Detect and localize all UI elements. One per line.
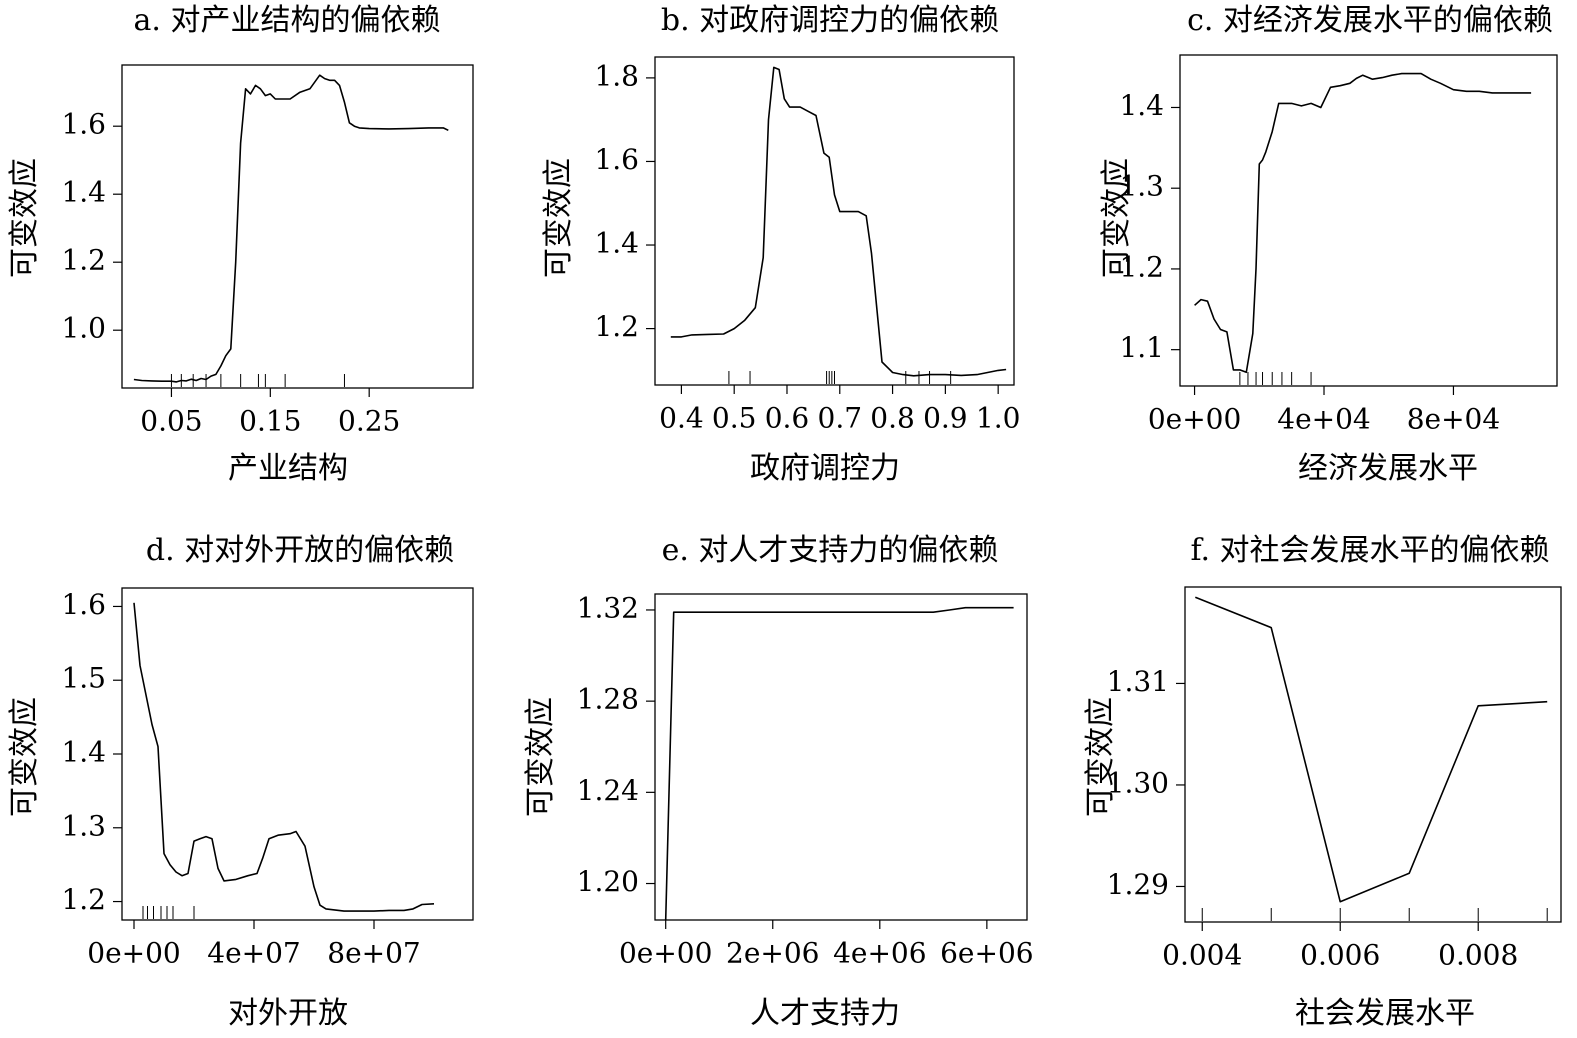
panel-c-y-tick-label: 1.2 [1119, 250, 1164, 283]
panel-a-series-line [133, 74, 449, 383]
panel-e-title: e. 对人才支持力的偏依赖 [662, 533, 999, 568]
panel-e-y-axis-label: 可变效应 [523, 697, 558, 817]
panel-c-title: c. 对经济发展水平的偏依赖 [1187, 3, 1553, 38]
panel-f-x-axis-label: 社会发展水平 [1295, 996, 1475, 1031]
panel-b-y-tick-label: 1.2 [594, 310, 639, 343]
panel-e-y-tick-label: 1.28 [577, 683, 639, 716]
panel-a-y-tick-label: 1.2 [61, 244, 106, 277]
panel-b-x-tick-label: 0.7 [818, 402, 863, 435]
panel-a-y-axis-label: 可变效应 [7, 158, 42, 278]
panel-e-frame [654, 593, 1028, 921]
panel-a-x-tick-label: 0.05 [140, 405, 202, 438]
panel-e-series-line [664, 606, 1014, 921]
panel-b-y-tick-label: 1.8 [594, 59, 639, 92]
panel-a-frame [121, 64, 474, 389]
panel-b-y-axis-label: 可变效应 [541, 158, 576, 278]
panel-b-y-tick-label: 1.4 [594, 227, 639, 260]
panel-b-x-tick-label: 0.6 [765, 402, 810, 435]
panel-e-y-tick-label: 1.20 [577, 865, 639, 898]
panel-d-y-tick-label: 1.6 [61, 588, 106, 621]
panel-f-y-tick-label: 1.30 [1107, 766, 1169, 799]
panel-a-y-tick-label: 1.6 [61, 108, 106, 141]
panel-c-x-tick-label: 8e+04 [1407, 403, 1500, 436]
panel-e-y-tick-label: 1.32 [577, 591, 639, 624]
panel-e-x-tick-label: 6e+06 [940, 937, 1033, 970]
panel-b-x-tick-label: 0.5 [712, 402, 757, 435]
panel-d-title: d. 对对外开放的偏依赖 [146, 533, 454, 568]
panel-b-series-line [670, 66, 1007, 377]
panel-e-x-tick-label: 0e+00 [619, 937, 712, 970]
panel-f-y-axis-label: 可变效应 [1083, 697, 1118, 817]
panel-f-y-tick-label: 1.31 [1107, 665, 1169, 698]
panel-a-title: a. 对产业结构的偏依赖 [134, 3, 441, 38]
panel-c-x-tick-label: 4e+04 [1277, 403, 1370, 436]
panel-a-y-tick-label: 1.4 [61, 176, 106, 209]
panel-b-x-tick-label: 1.0 [976, 402, 1021, 435]
panel-b-x-tick-label: 0.9 [923, 402, 968, 435]
panel-b-x-tick-label: 0.8 [870, 402, 915, 435]
panel-f-title: f. 对社会发展水平的偏依赖 [1190, 533, 1549, 568]
panel-f-frame [1184, 586, 1562, 923]
panel-d-x-axis-label: 对外开放 [228, 996, 348, 1031]
panel-b-frame [654, 56, 1015, 386]
panel-b-title: b. 对政府调控力的偏依赖 [661, 3, 999, 38]
panel-e-x-axis-label: 人才支持力 [750, 996, 900, 1031]
panel-b-x-axis-label: 政府调控力 [750, 451, 900, 486]
panel-a-y-tick-label: 1.0 [61, 312, 106, 345]
panel-a-x-tick-label: 0.25 [338, 405, 400, 438]
panel-d-x-tick-label: 0e+00 [87, 937, 180, 970]
panel-b-y-tick-label: 1.6 [594, 143, 639, 176]
panel-d-y-tick-label: 1.2 [61, 883, 106, 916]
panel-d-y-tick-label: 1.3 [61, 809, 106, 842]
panel-d-series-line [133, 602, 435, 912]
panel-d-x-tick-label: 8e+07 [327, 937, 420, 970]
panel-a-x-tick-label: 0.15 [239, 405, 301, 438]
panel-c-y-tick-label: 1.4 [1119, 89, 1164, 122]
panel-c-frame [1179, 54, 1558, 387]
panel-c-y-tick-label: 1.3 [1119, 170, 1164, 203]
panel-e-x-tick-label: 4e+06 [833, 937, 926, 970]
panel-d-x-tick-label: 4e+07 [207, 937, 300, 970]
panel-d-y-tick-label: 1.4 [61, 736, 106, 769]
panel-c-y-axis-label: 可变效应 [1099, 158, 1134, 278]
panel-f-y-tick-label: 1.29 [1107, 868, 1169, 901]
panel-d-y-axis-label: 可变效应 [7, 697, 42, 817]
panel-d-y-tick-label: 1.5 [61, 662, 106, 695]
panel-e-y-tick-label: 1.24 [577, 774, 639, 807]
panel-c-x-axis-label: 经济发展水平 [1298, 451, 1478, 486]
panel-c-series-line [1194, 72, 1532, 374]
panel-f-x-tick-label: 0.008 [1438, 939, 1518, 972]
panel-c-x-tick-label: 0e+00 [1148, 403, 1241, 436]
panel-a-x-axis-label: 产业结构 [228, 451, 348, 486]
panel-f-series-line [1195, 596, 1548, 903]
panel-e-x-tick-label: 2e+06 [726, 937, 819, 970]
panel-c-y-tick-label: 1.1 [1119, 331, 1164, 364]
panel-f-x-tick-label: 0.004 [1162, 939, 1242, 972]
panel-f-x-tick-label: 0.006 [1300, 939, 1380, 972]
panel-b-x-tick-label: 0.4 [659, 402, 704, 435]
